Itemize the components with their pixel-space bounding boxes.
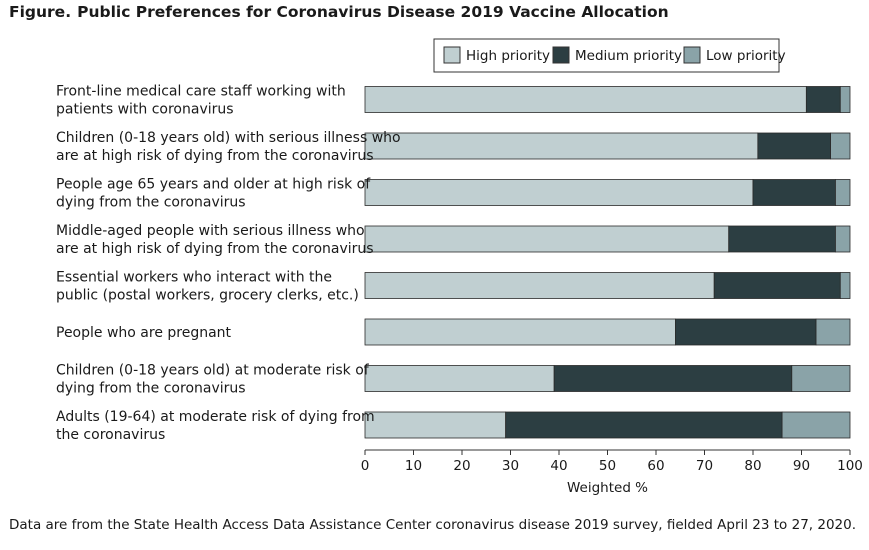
bar-low-6	[791, 365, 851, 392]
legend-swatch-low	[683, 46, 701, 64]
bar-medium-1	[757, 132, 831, 160]
x-tick-label-90: 90	[793, 458, 810, 474]
category-label-6-line-1: dying from the coronavirus	[56, 381, 246, 397]
x-tick-label-20: 20	[453, 458, 470, 474]
figure-label: Figure.	[9, 3, 72, 21]
x-tick-label-10: 10	[405, 458, 422, 474]
bar-low-5	[815, 318, 851, 346]
category-label-3-line-0: Middle-aged people with serious illness …	[56, 223, 365, 239]
bar-low-0	[839, 86, 851, 113]
bar-high-7	[364, 411, 507, 439]
bar-high-6	[364, 365, 555, 392]
bar-low-1	[830, 132, 851, 160]
bar-medium-6	[553, 365, 793, 392]
bar-high-2	[364, 179, 754, 206]
bar-medium-5	[675, 318, 817, 346]
category-label-0-line-0: Front-line medical care staff working wi…	[56, 84, 346, 100]
bar-low-4	[839, 272, 851, 299]
bar-high-4	[364, 272, 715, 299]
bar-high-0	[364, 86, 807, 113]
legend-label-low: Low priority	[706, 48, 786, 64]
category-label-7-line-0: Adults (19-64) at moderate risk of dying…	[56, 409, 375, 425]
category-label-3-line-1: are at high risk of dying from the coron…	[56, 241, 374, 257]
category-label-1-line-0: Children (0-18 years old) with serious i…	[56, 130, 401, 146]
category-label-4-line-0: Essential workers who interact with the	[56, 270, 332, 286]
category-label-2-line-0: People age 65 years and older at high ri…	[56, 177, 371, 193]
category-label-7-line-1: the coronavirus	[56, 427, 165, 443]
legend-label-high: High priority	[466, 48, 550, 64]
bar-medium-3	[728, 225, 836, 253]
legend-swatch-medium	[552, 46, 570, 64]
chart-title: Public Preferences for Coronavirus Disea…	[77, 3, 669, 21]
x-tick-label-80: 80	[744, 458, 761, 474]
bar-medium-7	[505, 411, 783, 439]
legend-box	[433, 38, 780, 73]
bar-high-5	[364, 318, 676, 346]
x-tick-label-60: 60	[647, 458, 664, 474]
category-label-1-line-1: are at high risk of dying from the coron…	[56, 148, 374, 164]
chart-footnote: Data are from the State Health Access Da…	[9, 517, 857, 533]
figure-title: Figure. Public Preferences for Coronaviru…	[9, 3, 669, 21]
stacked-bar-chart: High priority Medium priority Low priority…	[56, 38, 863, 496]
bar-low-3	[835, 225, 851, 253]
x-tick-label-40: 40	[550, 458, 567, 474]
category-label-0-line-1: patients with coronavirus	[56, 102, 234, 118]
bar-high-3	[364, 225, 730, 253]
category-label-2-line-1: dying from the coronavirus	[56, 195, 246, 211]
category-label-6-line-0: Children (0-18 years old) at moderate ri…	[56, 363, 370, 379]
legend-label-medium: Medium priority	[575, 48, 682, 64]
legend-swatch-high	[443, 46, 461, 64]
x-tick-label-30: 30	[502, 458, 519, 474]
bar-medium-4	[713, 272, 841, 299]
x-tick-label-100: 100	[837, 458, 863, 474]
x-axis-label: Weighted %	[567, 480, 648, 496]
x-tick-label-0: 0	[361, 458, 370, 474]
bar-low-7	[781, 411, 851, 439]
bar-low-2	[835, 179, 851, 206]
bar-medium-0	[805, 86, 841, 113]
bar-high-1	[364, 132, 759, 160]
x-tick-label-50: 50	[599, 458, 616, 474]
x-tick-label-70: 70	[696, 458, 713, 474]
category-label-4-line-1: public (postal workers, grocery clerks, …	[56, 288, 359, 304]
category-label-5-line-0: People who are pregnant	[56, 325, 232, 341]
bar-medium-2	[752, 179, 836, 206]
